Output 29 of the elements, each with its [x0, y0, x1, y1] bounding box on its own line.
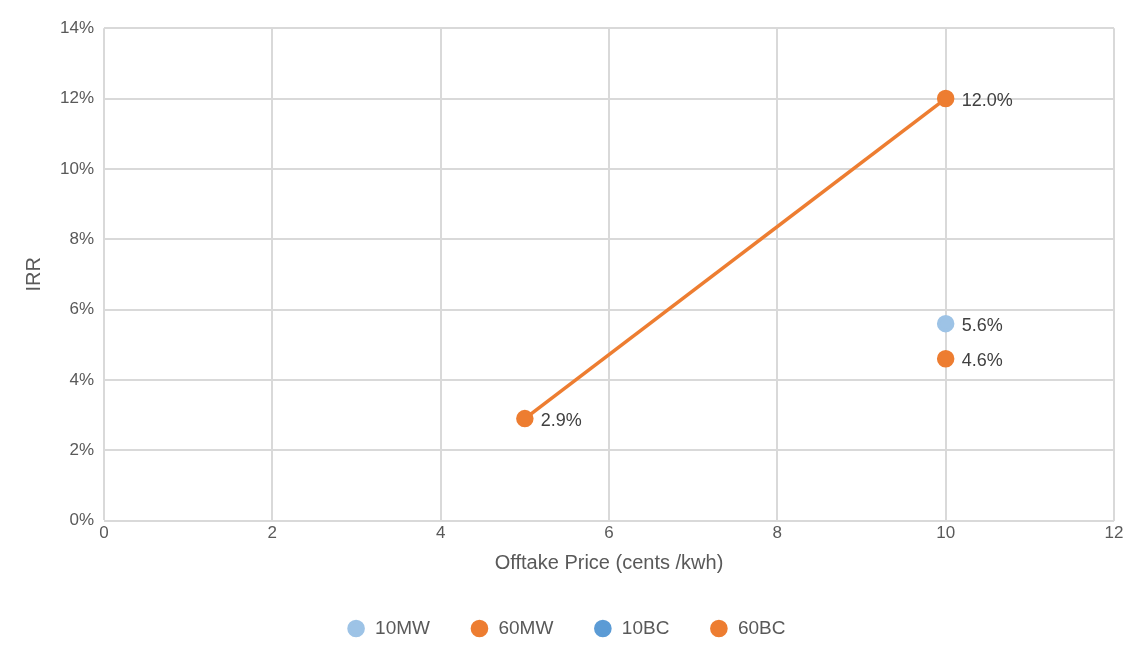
x-axis-title: Offtake Price (cents /kwh) — [494, 550, 724, 573]
data-label: 4.6% — [961, 349, 1003, 370]
legend-label: 10BC — [621, 616, 670, 638]
x-tick-label: 0 — [99, 523, 109, 543]
data-label: 2.9% — [540, 409, 582, 430]
point — [936, 350, 955, 368]
y-tick-label: 2% — [69, 439, 95, 459]
x-tick-label: 8 — [772, 523, 783, 543]
y-tick-label: 10% — [59, 158, 95, 178]
legend-label: 60BC — [737, 616, 786, 638]
x-tick-label: 10 — [936, 523, 956, 543]
x-tick-label: 4 — [435, 523, 446, 543]
y-tick-label: 8% — [69, 228, 95, 248]
legend-label: 60MW — [498, 616, 554, 638]
y-tick-label: 12% — [59, 88, 95, 108]
y-axis-title: IRR — [21, 257, 44, 292]
point — [936, 89, 955, 108]
legend-label: 10MW — [375, 616, 431, 638]
data-label: 12.0% — [961, 89, 1013, 110]
y-tick-label: 14% — [59, 17, 95, 37]
y-tick-label: 0% — [69, 510, 95, 530]
y-tick-label: 4% — [69, 369, 95, 389]
x-tick-label: 6 — [604, 523, 614, 543]
x-tick-label: 12 — [1104, 523, 1124, 543]
y-tick-label: 6% — [69, 299, 95, 319]
point — [516, 409, 534, 428]
x-tick-label: 2 — [267, 523, 278, 543]
point — [936, 314, 955, 333]
data-label: 5.6% — [961, 314, 1003, 335]
